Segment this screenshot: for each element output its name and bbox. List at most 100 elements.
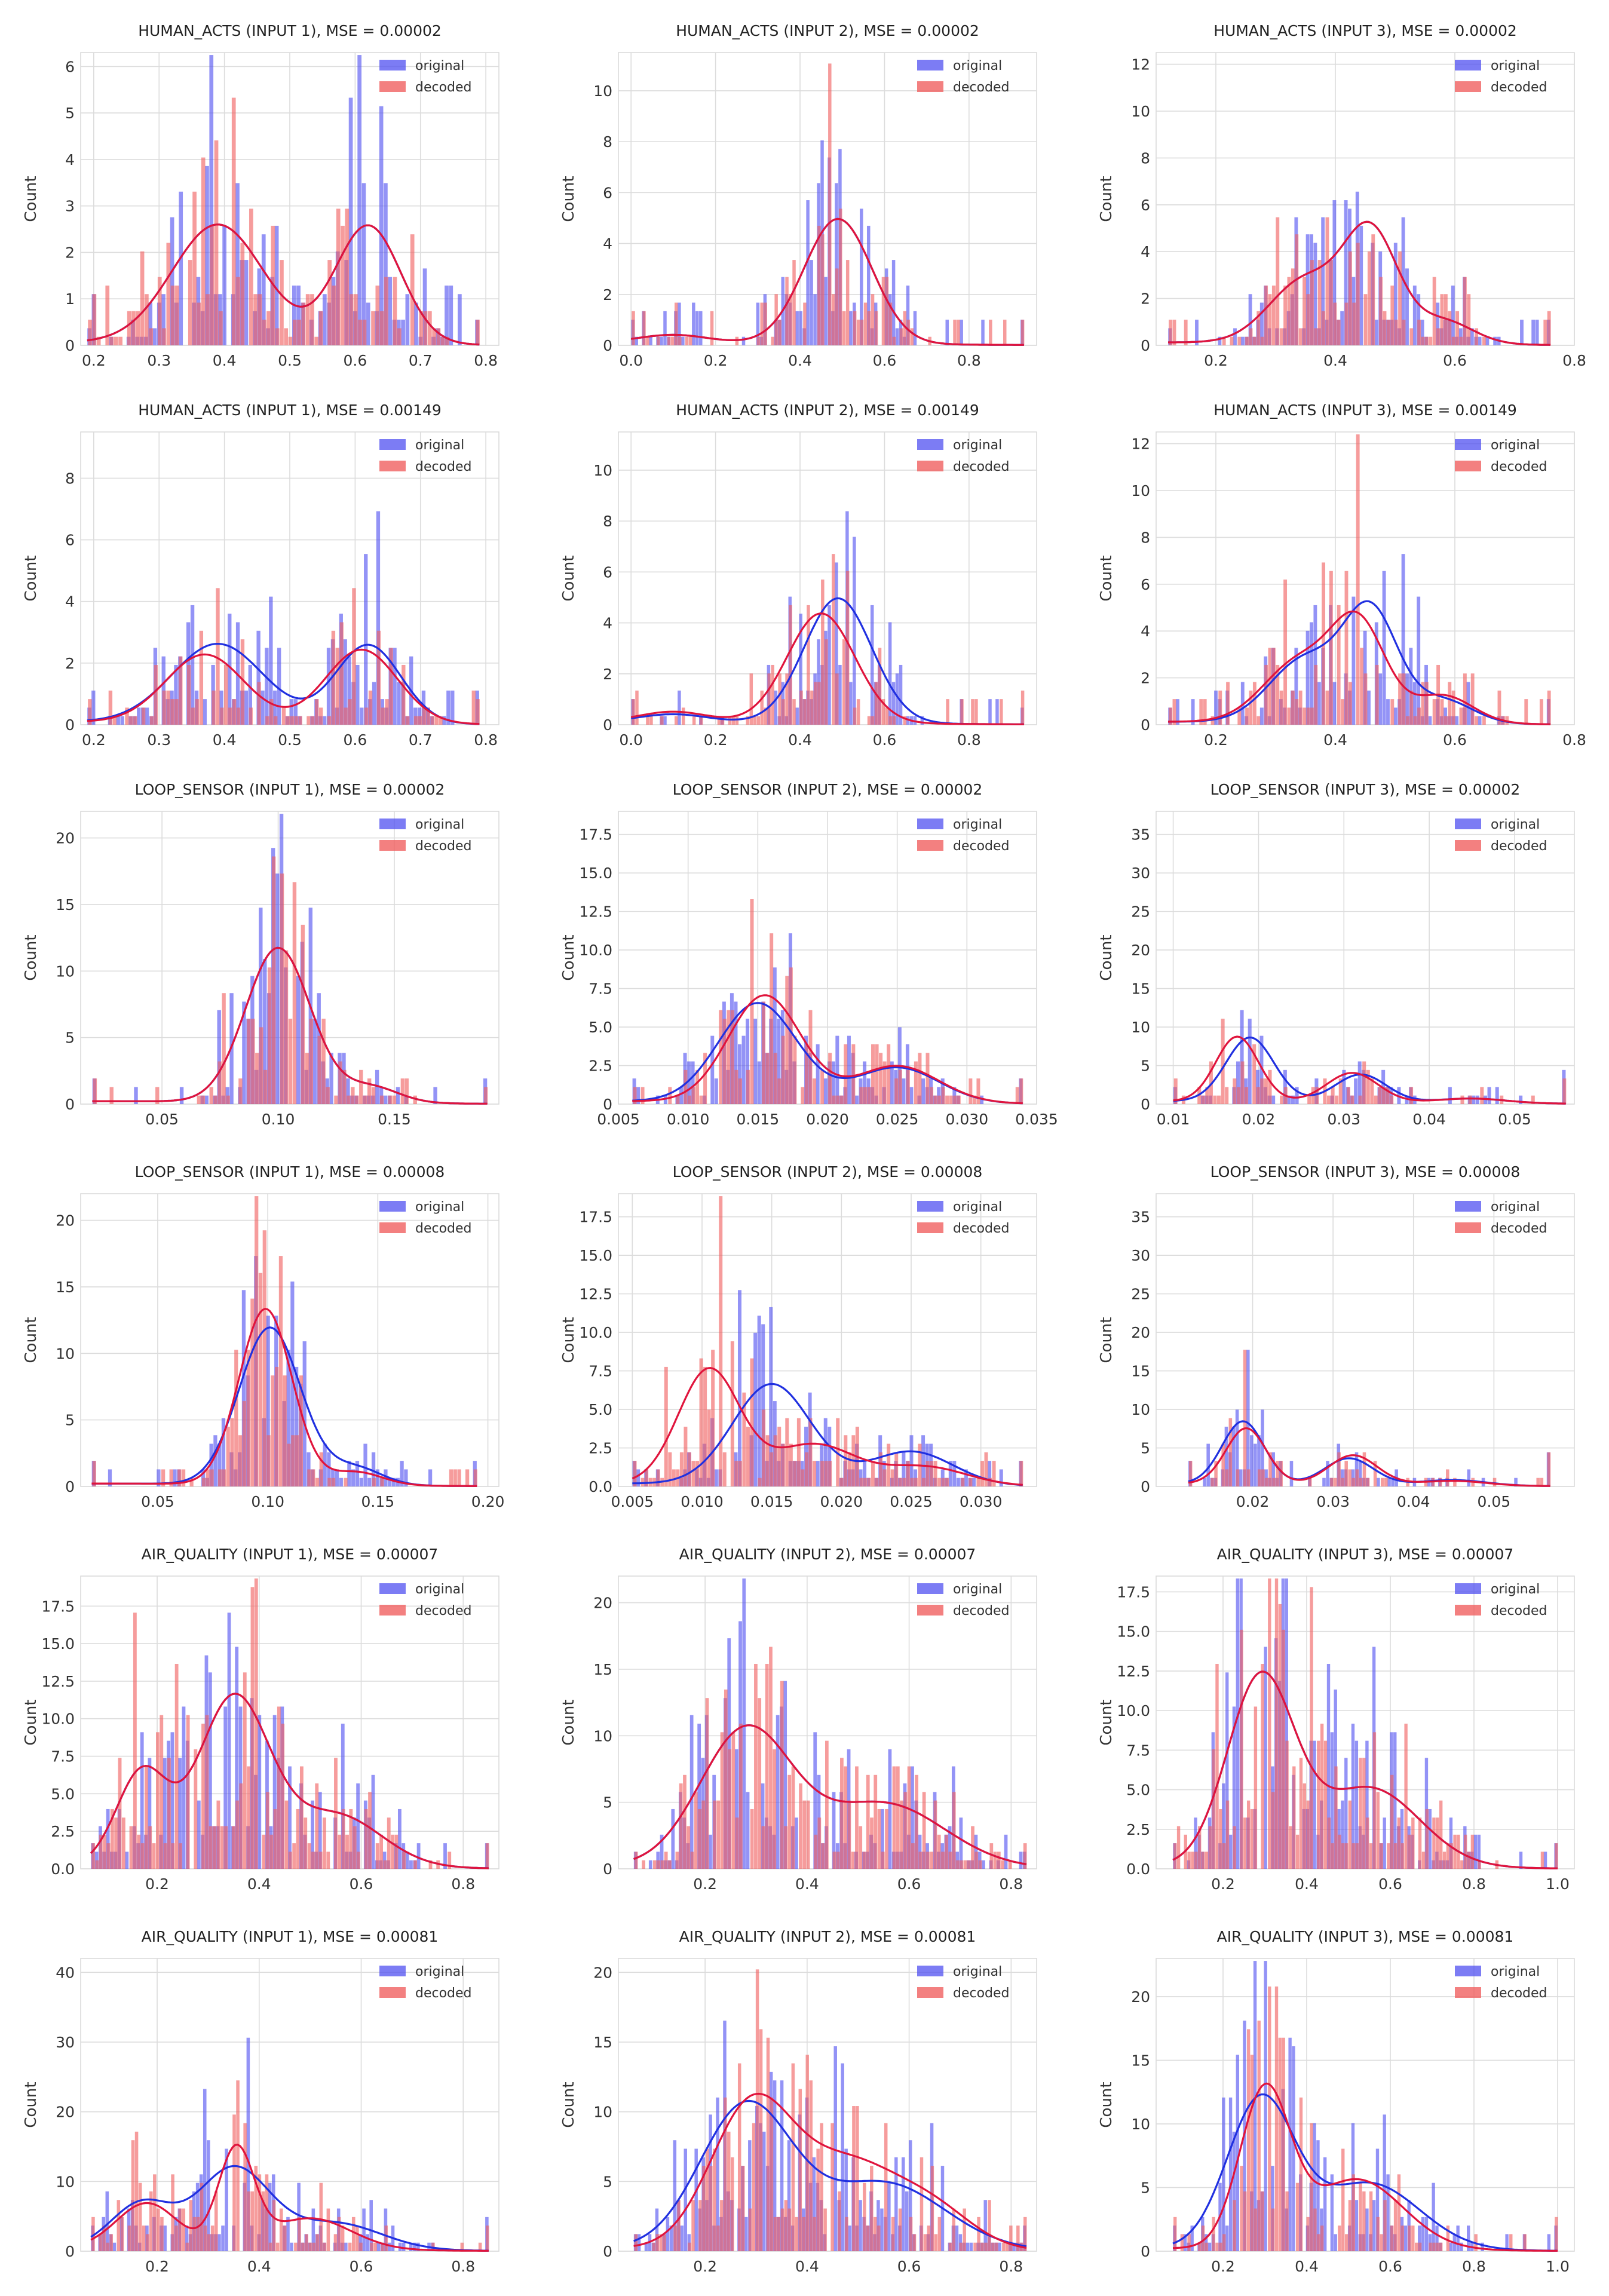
decoded-histogram-bar [1470,673,1475,725]
x-tick-label: 0.03 [1316,1493,1350,1510]
x-tick-label: 0.005 [597,1111,640,1128]
decoded-histogram-bar [99,2234,102,2251]
decoded-histogram-bar [678,336,682,345]
decoded-histogram-bar [956,1860,960,1869]
decoded-histogram-bar [1271,285,1276,345]
y-tick-label: 7.5 [51,1748,75,1765]
decoded-histogram-bar [1439,1800,1443,1869]
decoded-histogram-bar [720,1732,724,1869]
original-histogram-bar [813,294,817,345]
decoded-histogram-bar [1310,2123,1313,2251]
y-tick-label: 0 [65,2243,75,2260]
original-histogram-bar [812,2157,816,2251]
decoded-histogram-bar [866,1774,870,1869]
x-tick-label: 0.4 [247,1875,271,1893]
decoded-histogram-bar [1446,1469,1449,1486]
decoded-histogram-bar [174,1664,179,1869]
decoded-histogram-bar [1261,2191,1264,2251]
decoded-histogram-bar [209,1826,213,1869]
decoded-histogram-bar [149,2191,153,2251]
decoded-histogram-bar [1331,1087,1335,1104]
decoded-histogram-bar [473,1469,477,1486]
decoded-histogram-bar [1386,1087,1390,1104]
original-histogram-bar [891,260,896,345]
legend-swatch-original [1455,1966,1481,1976]
decoded-histogram-bar [388,1095,393,1104]
decoded-histogram-bar [1212,2217,1215,2251]
decoded-histogram-bar [121,1817,125,1869]
original-histogram-bar [1477,1834,1481,1869]
decoded-histogram-bar [789,294,792,345]
decoded-histogram-bar [177,1469,182,1486]
decoded-histogram-bar [971,1826,974,1869]
decoded-histogram-bar [235,1800,240,1869]
decoded-histogram-bar [432,328,436,345]
decoded-histogram-bar [1344,2234,1349,2251]
decoded-histogram-bar [803,302,807,345]
decoded-histogram-bar [351,2217,355,2251]
decoded-histogram-bar [1334,1766,1338,1869]
legend-swatch-decoded [1455,81,1481,92]
decoded-histogram-bar [807,605,810,725]
original-histogram-bar [816,1461,820,1486]
legend-label-decoded: decoded [415,1986,472,2001]
decoded-histogram-bar [232,2114,236,2251]
decoded-histogram-bar [1348,2200,1352,2251]
decoded-histogram-bar [668,1860,672,1869]
y-tick-label: 35 [1131,1209,1150,1226]
decoded-histogram-bar [1369,2191,1373,2251]
original-histogram-bar [263,959,267,1104]
decoded-histogram-bar [118,336,122,345]
decoded-histogram-bar [633,1461,637,1486]
x-tick-label: 0.15 [378,1111,411,1128]
y-tick-label: 15.0 [579,1247,612,1264]
x-tick-label: 0.015 [737,1111,780,1128]
subplot-svg: LOOP_SENSOR (INPUT 1), MSE = 0.000020.05… [22,781,499,1128]
x-tick-label: 0.8 [957,352,981,369]
original-histogram-bar [140,1732,144,1869]
decoded-histogram-bar [953,320,957,345]
original-histogram-bar [293,699,298,725]
decoded-histogram-bar [737,2063,741,2251]
decoded-histogram-bar [393,277,397,345]
y-tick-label: 17.5 [579,826,612,844]
y-tick-label: 2 [65,244,75,261]
subplot-svg: LOOP_SENSOR (INPUT 1), MSE = 0.000080.05… [22,1163,504,1510]
original-histogram-bar [995,699,999,725]
original-histogram-bar [660,336,663,345]
original-histogram-bar [1543,1851,1547,1869]
original-histogram-bar [909,1435,914,1486]
decoded-kde-curve [632,1366,1023,1486]
decoded-histogram-bar [1199,699,1203,725]
y-axis-label: Count [1098,1317,1115,1363]
original-histogram-bar [1547,2234,1551,2251]
subplot-title: AIR_QUALITY (INPUT 3), MSE = 0.00007 [1217,1546,1514,1563]
original-histogram-bar [376,511,381,725]
original-histogram-bar [1358,1461,1362,1486]
y-tick-label: 0 [603,1860,612,1878]
decoded-histogram-bar [977,2217,980,2251]
original-histogram-bar [663,1095,667,1104]
subplot-panel: LOOP_SENSOR (INPUT 1), MSE = 0.00002 0.05… [12,771,526,1147]
decoded-histogram-bar [298,716,302,725]
decoded-histogram-bar [860,320,864,345]
original-histogram-bar [1271,1095,1276,1104]
decoded-histogram-bar [713,2148,716,2251]
decoded-histogram-bar [845,2217,848,2251]
original-histogram-bar [1505,2234,1509,2251]
decoded-histogram-bar [1009,2226,1013,2251]
decoded-histogram-bar [1421,682,1425,725]
original-histogram-bar [108,1469,112,1486]
decoded-histogram-bar [1338,1078,1343,1104]
decoded-histogram-bar [836,1851,840,1869]
decoded-histogram-bar [1306,707,1310,725]
decoded-histogram-bar [1421,1851,1426,1869]
decoded-histogram-bar [885,277,889,345]
original-histogram-bar [1475,1095,1479,1104]
decoded-histogram-bar [838,209,842,345]
legend-label-decoded: decoded [415,839,472,854]
original-histogram-bar [443,1843,447,1869]
legend-swatch-original [1455,439,1481,450]
decoded-histogram-bar [294,716,298,725]
decoded-histogram-bar [440,336,445,345]
